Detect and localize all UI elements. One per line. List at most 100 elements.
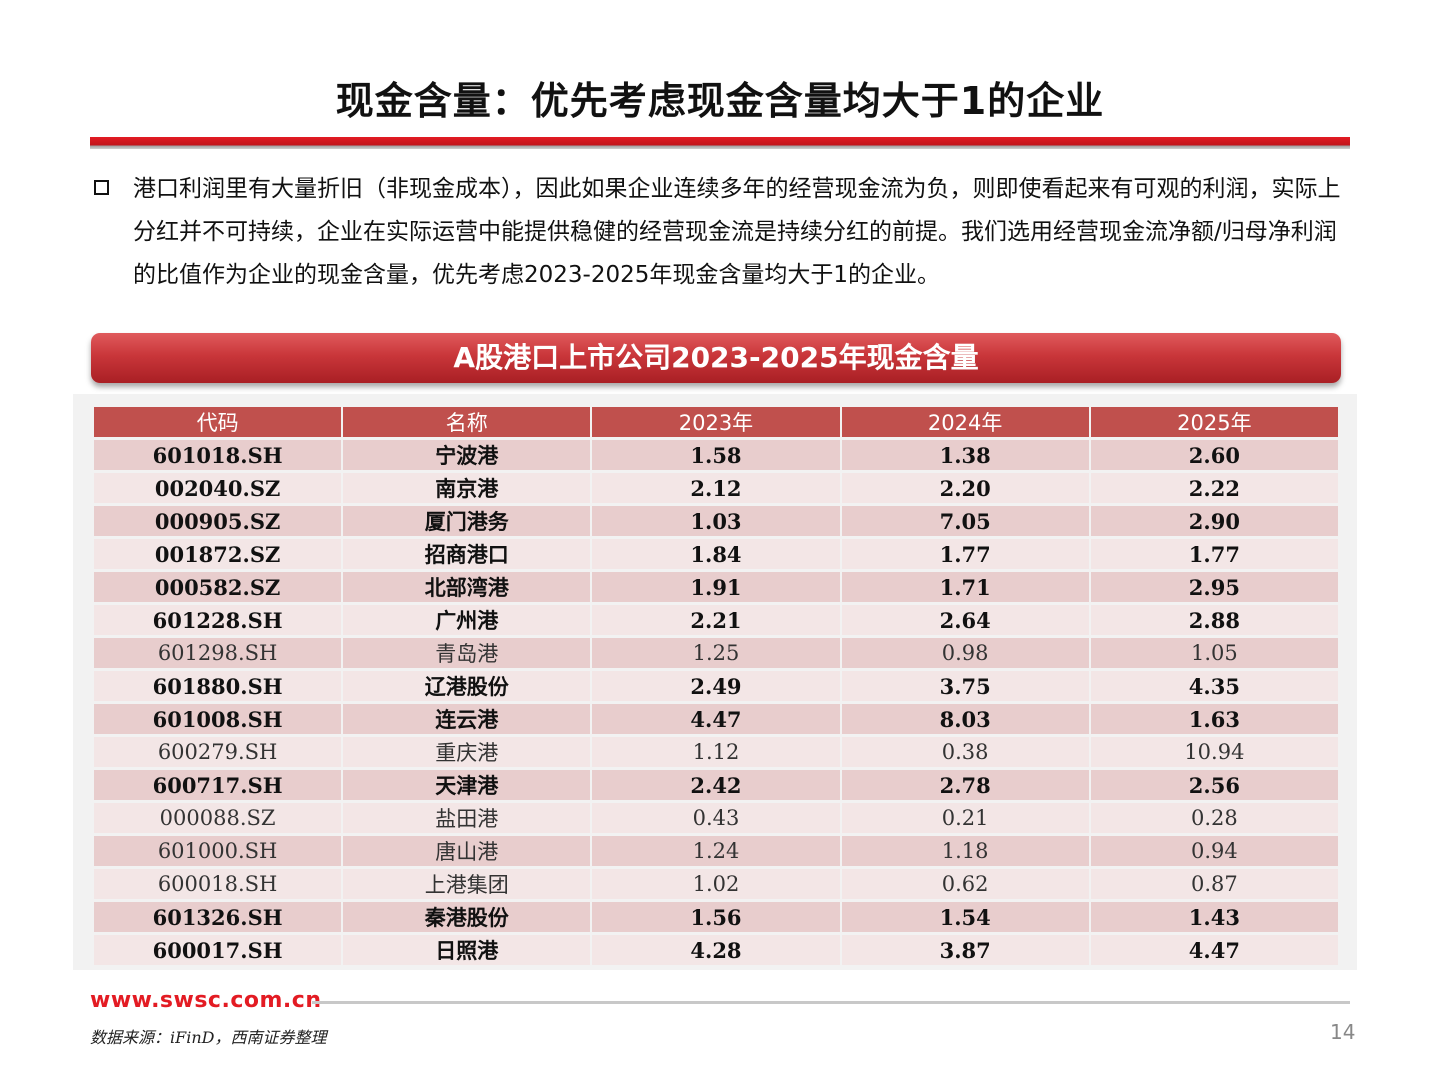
cell-2025: 2.22: [1090, 473, 1338, 503]
cell-2023: 1.25: [592, 638, 840, 668]
page-title: 现金含量：优先考虑现金含量均大于1的企业: [335, 79, 1105, 123]
table-row: 601228.SH 广州港 2.21 2.64 2.88: [94, 605, 1338, 635]
cell-name: 连云港: [343, 704, 591, 734]
table-body: 601018.SH 宁波港 1.58 1.38 2.60 002040.SZ 南京港 2.12…: [94, 440, 1338, 965]
cell-2023: 1.03: [592, 506, 840, 536]
table-row: 600017.SH 日照港 4.28 3.87 4.47: [94, 935, 1338, 965]
cell-2025: 2.88: [1090, 605, 1338, 635]
table-row: 600717.SH 天津港 2.42 2.78 2.56: [94, 770, 1338, 800]
cell-2024: 7.05: [841, 506, 1089, 536]
cell-2024: 1.77: [841, 539, 1089, 569]
table-row: 002040.SZ 南京港 2.12 2.20 2.22: [94, 473, 1338, 503]
cell-2025: 0.87: [1090, 869, 1338, 899]
cell-2025: 2.56: [1090, 770, 1338, 800]
cell-code: 601008.SH: [94, 704, 342, 734]
cell-code: 601000.SH: [94, 836, 342, 866]
cell-2023: 1.12: [592, 737, 840, 767]
cell-name: 广州港: [343, 605, 591, 635]
table-row: 601880.SH 辽港股份 2.49 3.75 4.35: [94, 671, 1338, 701]
table-row: 601326.SH 秦港股份 1.56 1.54 1.43: [94, 902, 1338, 932]
cell-code: 601880.SH: [94, 671, 342, 701]
cell-code: 601326.SH: [94, 902, 342, 932]
table-row: 601018.SH 宁波港 1.58 1.38 2.60: [94, 440, 1338, 470]
cell-code: 000088.SZ: [94, 803, 342, 833]
cell-2023: 2.49: [592, 671, 840, 701]
cell-2023: 2.42: [592, 770, 840, 800]
title-divider: [90, 137, 1350, 149]
cell-2024: 0.98: [841, 638, 1089, 668]
table-row: 000088.SZ 盐田港 0.43 0.21 0.28: [94, 803, 1338, 833]
cell-code: 601018.SH: [94, 440, 342, 470]
cell-name: 唐山港: [343, 836, 591, 866]
cell-2023: 2.21: [592, 605, 840, 635]
table-row: 601008.SH 连云港 4.47 8.03 1.63: [94, 704, 1338, 734]
cell-2024: 1.54: [841, 902, 1089, 932]
cell-2025: 10.94: [1090, 737, 1338, 767]
intro-paragraph: 港口利润里有大量折旧（非现金成本），因此如果企业连续多年的经营现金流为负，则即使…: [133, 176, 1341, 288]
cell-name: 青岛港: [343, 638, 591, 668]
cell-code: 001872.SZ: [94, 539, 342, 569]
cell-name: 招商港口: [343, 539, 591, 569]
table-row: 600018.SH 上港集团 1.02 0.62 0.87: [94, 869, 1338, 899]
cell-2025: 4.35: [1090, 671, 1338, 701]
cell-2025: 0.94: [1090, 836, 1338, 866]
cell-name: 日照港: [343, 935, 591, 965]
cell-code: 601228.SH: [94, 605, 342, 635]
cell-2025: 2.95: [1090, 572, 1338, 602]
cell-2024: 1.71: [841, 572, 1089, 602]
cell-name: 辽港股份: [343, 671, 591, 701]
cell-2025: 4.47: [1090, 935, 1338, 965]
footer-url: www.swsc.com.cn: [90, 988, 322, 1013]
cell-2025: 0.28: [1090, 803, 1338, 833]
cell-2024: 0.38: [841, 737, 1089, 767]
cell-2025: 2.60: [1090, 440, 1338, 470]
cell-name: 上港集团: [343, 869, 591, 899]
table-banner: A股港口上市公司2023-2025年现金含量: [91, 333, 1341, 383]
cell-2023: 4.47: [592, 704, 840, 734]
table-row: 000582.SZ 北部湾港 1.91 1.71 2.95: [94, 572, 1338, 602]
cell-2023: 1.24: [592, 836, 840, 866]
cell-code: 600279.SH: [94, 737, 342, 767]
cell-2025: 2.90: [1090, 506, 1338, 536]
page-number: 14: [1330, 1020, 1356, 1044]
table-row: 601298.SH 青岛港 1.25 0.98 1.05: [94, 638, 1338, 668]
cell-code: 002040.SZ: [94, 473, 342, 503]
footer-divider: [312, 1001, 1350, 1004]
cell-2025: 1.77: [1090, 539, 1338, 569]
cell-2024: 3.75: [841, 671, 1089, 701]
cell-name: 厦门港务: [343, 506, 591, 536]
cell-2024: 3.87: [841, 935, 1089, 965]
cell-2023: 1.84: [592, 539, 840, 569]
cell-2023: 4.28: [592, 935, 840, 965]
table-row: 600279.SH 重庆港 1.12 0.38 10.94: [94, 737, 1338, 767]
header-2025: 2025年: [1090, 407, 1338, 437]
data-source-note: 数据来源：iFinD，西南证券整理: [90, 1028, 327, 1047]
cell-name: 秦港股份: [343, 902, 591, 932]
square-bullet-icon: [94, 180, 109, 195]
cell-2023: 1.58: [592, 440, 840, 470]
cell-name: 宁波港: [343, 440, 591, 470]
cell-2024: 2.20: [841, 473, 1089, 503]
cell-2023: 0.43: [592, 803, 840, 833]
cell-2024: 2.78: [841, 770, 1089, 800]
cell-2025: 1.63: [1090, 704, 1338, 734]
cell-name: 天津港: [343, 770, 591, 800]
cell-name: 北部湾港: [343, 572, 591, 602]
cell-2024: 1.18: [841, 836, 1089, 866]
cell-code: 600717.SH: [94, 770, 342, 800]
cell-2025: 1.43: [1090, 902, 1338, 932]
cell-2023: 1.91: [592, 572, 840, 602]
cell-2024: 0.21: [841, 803, 1089, 833]
table-row: 000905.SZ 厦门港务 1.03 7.05 2.90: [94, 506, 1338, 536]
cell-2023: 2.12: [592, 473, 840, 503]
cell-code: 600017.SH: [94, 935, 342, 965]
cell-name: 盐田港: [343, 803, 591, 833]
cell-2024: 2.64: [841, 605, 1089, 635]
cell-2023: 1.56: [592, 902, 840, 932]
table-row: 001872.SZ 招商港口 1.84 1.77 1.77: [94, 539, 1338, 569]
cell-name: 南京港: [343, 473, 591, 503]
header-code: 代码: [94, 407, 342, 437]
table-header-row: 代码 名称 2023年 2024年 2025年: [94, 407, 1338, 437]
cell-code: 601298.SH: [94, 638, 342, 668]
cell-code: 000905.SZ: [94, 506, 342, 536]
